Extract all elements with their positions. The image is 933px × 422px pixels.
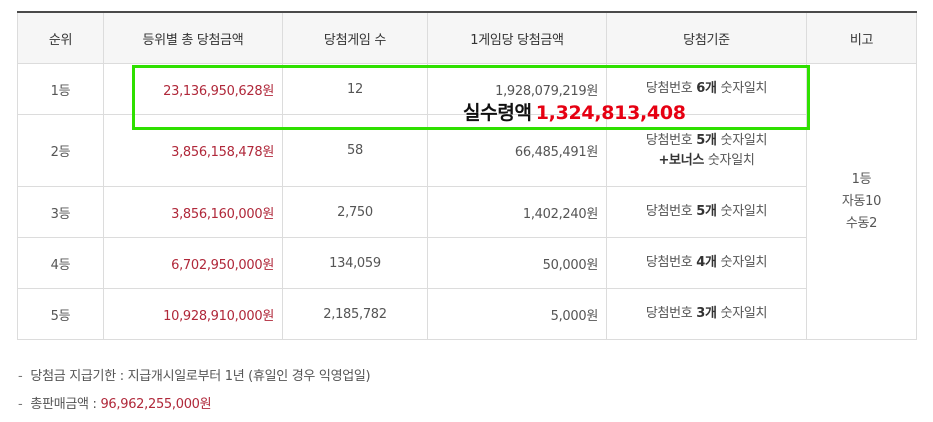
rank-cell: 2등 xyxy=(17,114,104,187)
criteria-cell: 당첨번호 3개 숫자일치 xyxy=(606,288,807,340)
criteria-bonus: +보너스 xyxy=(658,152,705,168)
winner-count-cell: 2,185,782 xyxy=(282,288,428,340)
header-prize-per-game: 1게임당 당첨금액 xyxy=(427,11,607,64)
prize-per-game-cell: 1,928,079,219원 xyxy=(427,63,607,115)
rank-cell: 1등 xyxy=(17,63,104,115)
note-bullet: - xyxy=(18,369,23,384)
deadline-label: 당첨금 지급기한 : xyxy=(30,369,128,384)
winner-count-cell: 134,059 xyxy=(282,237,428,289)
header-note: 비고 xyxy=(806,11,917,64)
prize-per-game-cell: 5,000원 xyxy=(427,288,607,340)
criteria-text: 숫자일치 xyxy=(716,306,768,321)
prize-per-game-cell: 50,000원 xyxy=(427,237,607,289)
total-prize-cell: 23,136,950,628원 xyxy=(103,63,283,115)
total-prize-cell: 3,856,158,478원 xyxy=(103,114,283,187)
deadline-value: 지급개시일로부터 1년 (휴일인 경우 익영업일) xyxy=(127,369,371,384)
note-manual: 수동2 xyxy=(845,215,878,231)
criteria-text: 당첨번호 xyxy=(645,306,697,321)
header-rank: 순위 xyxy=(17,11,104,64)
criteria-count: 3개 xyxy=(696,306,717,321)
rank-cell: 5등 xyxy=(17,288,104,340)
winning-results-table: 순위 등위별 총 당첨금액 당첨게임 수 1게임당 당첨금액 당첨기준 비고 1… xyxy=(17,11,917,340)
note-bullet: - xyxy=(18,397,23,412)
net-amount-value: 1,324,813,408 xyxy=(535,102,686,124)
criteria-text: 당첨번호 xyxy=(645,204,697,219)
total-prize-cell: 10,928,910,000원 xyxy=(103,288,283,340)
table-row: 1등 23,136,950,628원 12 1,928,079,219원 당첨번… xyxy=(17,63,917,340)
criteria-text: 당첨번호 xyxy=(645,81,697,96)
criteria-count: 5개 xyxy=(696,204,717,219)
criteria-text: 숫자일치 xyxy=(716,132,768,148)
criteria-cell: 당첨번호 4개 숫자일치 xyxy=(606,237,807,289)
criteria-text: 당첨번호 xyxy=(645,132,697,148)
prize-per-game-cell: 66,485,491원 xyxy=(427,114,607,187)
table-row: 2등 3,856,158,478원 58 66,485,491원 당첨번호 5개… xyxy=(17,114,917,187)
criteria-text: 숫자일치 xyxy=(704,152,755,168)
header-winner-count: 당첨게임 수 xyxy=(282,11,428,64)
criteria-text: 숫자일치 xyxy=(716,255,768,270)
sales-value: 96,962,255,000원 xyxy=(100,397,212,412)
winner-count-cell: 12 xyxy=(282,63,428,115)
note-auto: 자동10 xyxy=(841,193,882,209)
winner-count-cell: 58 xyxy=(282,114,428,187)
criteria-count: 6개 xyxy=(696,81,717,96)
criteria-text: 숫자일치 xyxy=(716,204,768,219)
criteria-count: 5개 xyxy=(696,132,717,148)
sales-label: 총판매금액 : xyxy=(30,397,101,412)
criteria-text: 당첨번호 xyxy=(645,255,697,270)
criteria-count: 4개 xyxy=(696,255,717,270)
table-row: 5등 10,928,910,000원 2,185,782 5,000원 당첨번호… xyxy=(17,288,917,340)
net-amount-annotation: 실수령액 1,324,813,408 xyxy=(463,100,686,126)
note-cell: 1등 자동10 수동2 xyxy=(806,63,917,340)
criteria-cell: 당첨번호 5개 숫자일치 +보너스 숫자일치 xyxy=(606,114,807,187)
net-amount-label: 실수령액 xyxy=(463,102,532,124)
header-total-prize: 등위별 총 당첨금액 xyxy=(103,11,283,64)
total-sales-note: - 총판매금액 : 96,962,255,000원 xyxy=(18,394,370,416)
header-criteria: 당첨기준 xyxy=(606,11,807,64)
table-header-row: 순위 등위별 총 당첨금액 당첨게임 수 1게임당 당첨금액 당첨기준 비고 xyxy=(17,11,917,64)
rank-cell: 4등 xyxy=(17,237,104,289)
total-prize-cell: 3,856,160,000원 xyxy=(103,186,283,238)
criteria-cell: 당첨번호 5개 숫자일치 xyxy=(606,186,807,238)
total-prize-cell: 6,702,950,000원 xyxy=(103,237,283,289)
criteria-text: 숫자일치 xyxy=(716,81,768,96)
prize-per-game-cell: 1,402,240원 xyxy=(427,186,607,238)
footer-notes: - 당첨금 지급기한 : 지급개시일로부터 1년 (휴일인 경우 익영업일) -총… xyxy=(18,366,371,422)
criteria-line: +보너스 숫자일치 xyxy=(615,151,798,171)
rank-cell: 3등 xyxy=(17,186,104,238)
table-row: 3등 3,856,160,000원 2,750 1,402,240원 당첨번호 … xyxy=(17,186,917,238)
criteria-line: 당첨번호 5개 숫자일치 xyxy=(615,131,798,151)
note-rank: 1등 xyxy=(851,171,872,187)
payment-deadline-note: - 당첨금 지급기한 : 지급개시일로부터 1년 (휴일인 경우 익영업일) xyxy=(18,366,371,388)
winner-count-cell: 2,750 xyxy=(282,186,428,238)
table-row: 4등 6,702,950,000원 134,059 50,000원 당첨번호 4… xyxy=(17,237,917,289)
